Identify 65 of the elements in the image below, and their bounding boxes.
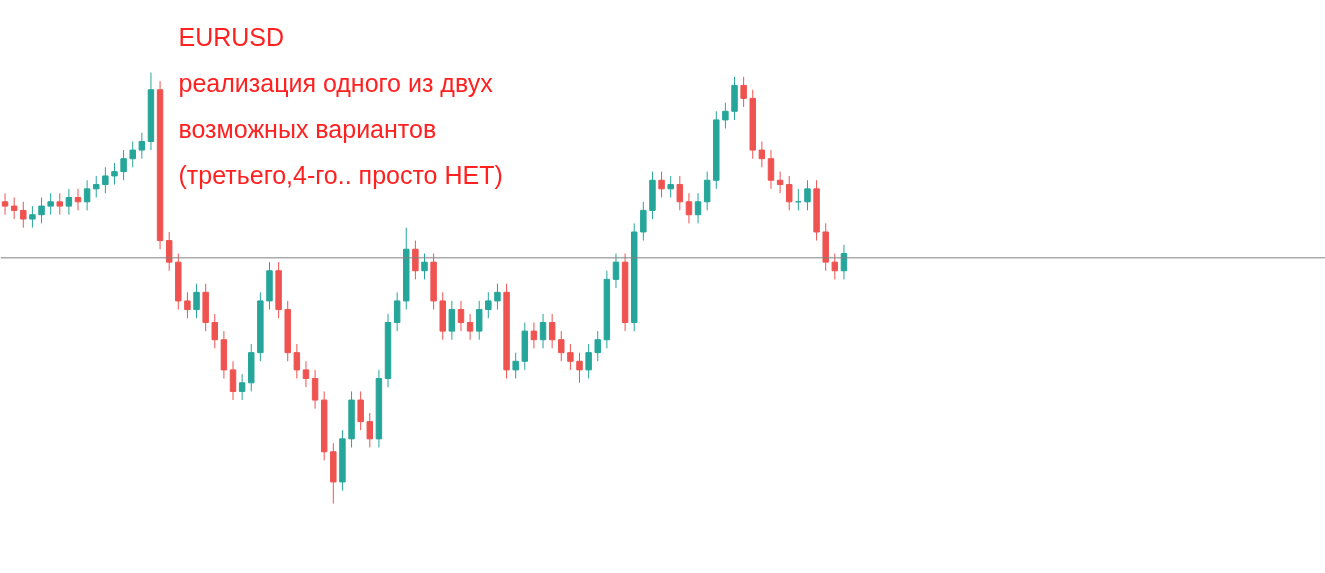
candlestick xyxy=(184,291,191,319)
annotation: возможных вариантов xyxy=(178,114,437,143)
candlestick xyxy=(494,283,501,311)
candlestick xyxy=(38,196,45,224)
candlestick xyxy=(776,171,784,194)
candlestick xyxy=(703,171,711,211)
annotation: (третьего,4-го.. просто НЕТ) xyxy=(178,160,503,189)
candlestick xyxy=(412,240,419,280)
candlestick xyxy=(111,162,118,186)
candlestick xyxy=(457,300,465,332)
candlestick xyxy=(193,283,200,319)
candlestick xyxy=(47,192,54,216)
candlestick xyxy=(29,205,36,229)
candlestick xyxy=(74,188,82,211)
candlestick xyxy=(102,166,109,194)
candlestick xyxy=(83,179,91,211)
candlestick xyxy=(831,253,839,280)
candlestick xyxy=(786,175,793,211)
candlestick xyxy=(211,313,219,349)
candlestick xyxy=(366,412,374,448)
candlestick xyxy=(93,175,100,198)
candlestick xyxy=(585,343,592,380)
chart-title: EURUSD xyxy=(178,22,285,51)
candlestick xyxy=(229,360,237,401)
candlestick xyxy=(65,188,73,216)
candlestick xyxy=(676,175,684,211)
candlestick xyxy=(393,291,401,332)
candlestick xyxy=(804,179,811,211)
candlestick xyxy=(120,149,127,181)
candlestick xyxy=(302,360,310,388)
candlestick xyxy=(1,192,9,216)
candlestick xyxy=(238,373,246,401)
candlestick xyxy=(138,132,146,160)
candlestick xyxy=(612,253,620,289)
candlestick xyxy=(165,231,173,272)
candlestick xyxy=(658,171,665,198)
candlestick xyxy=(56,192,63,216)
candlestick xyxy=(548,313,556,349)
candlestick xyxy=(20,201,27,229)
candlestick xyxy=(357,390,364,431)
candlestick xyxy=(448,300,456,341)
candlestick xyxy=(567,343,574,371)
candlestick xyxy=(667,175,674,198)
candlestick xyxy=(10,196,18,220)
candlestick xyxy=(685,192,693,224)
candlestick xyxy=(466,313,474,341)
candlestick xyxy=(722,102,729,130)
candlestick xyxy=(485,291,492,319)
candlestick xyxy=(311,369,319,410)
candlestick xyxy=(129,140,136,168)
candlestick xyxy=(758,140,766,168)
candlestick xyxy=(421,253,428,280)
candlestick xyxy=(512,352,519,380)
candlestick xyxy=(293,343,301,380)
candlestick xyxy=(539,313,547,349)
candlestick xyxy=(640,201,647,242)
annotation: реализация одного из двух xyxy=(178,68,494,97)
candlestick xyxy=(530,321,538,349)
candlestick xyxy=(767,149,775,190)
candlestick xyxy=(740,76,747,108)
candlestick xyxy=(475,300,483,341)
candlestick xyxy=(558,330,565,362)
candlestick xyxy=(594,330,601,362)
candlestick xyxy=(576,352,583,384)
candlestick xyxy=(694,192,702,224)
